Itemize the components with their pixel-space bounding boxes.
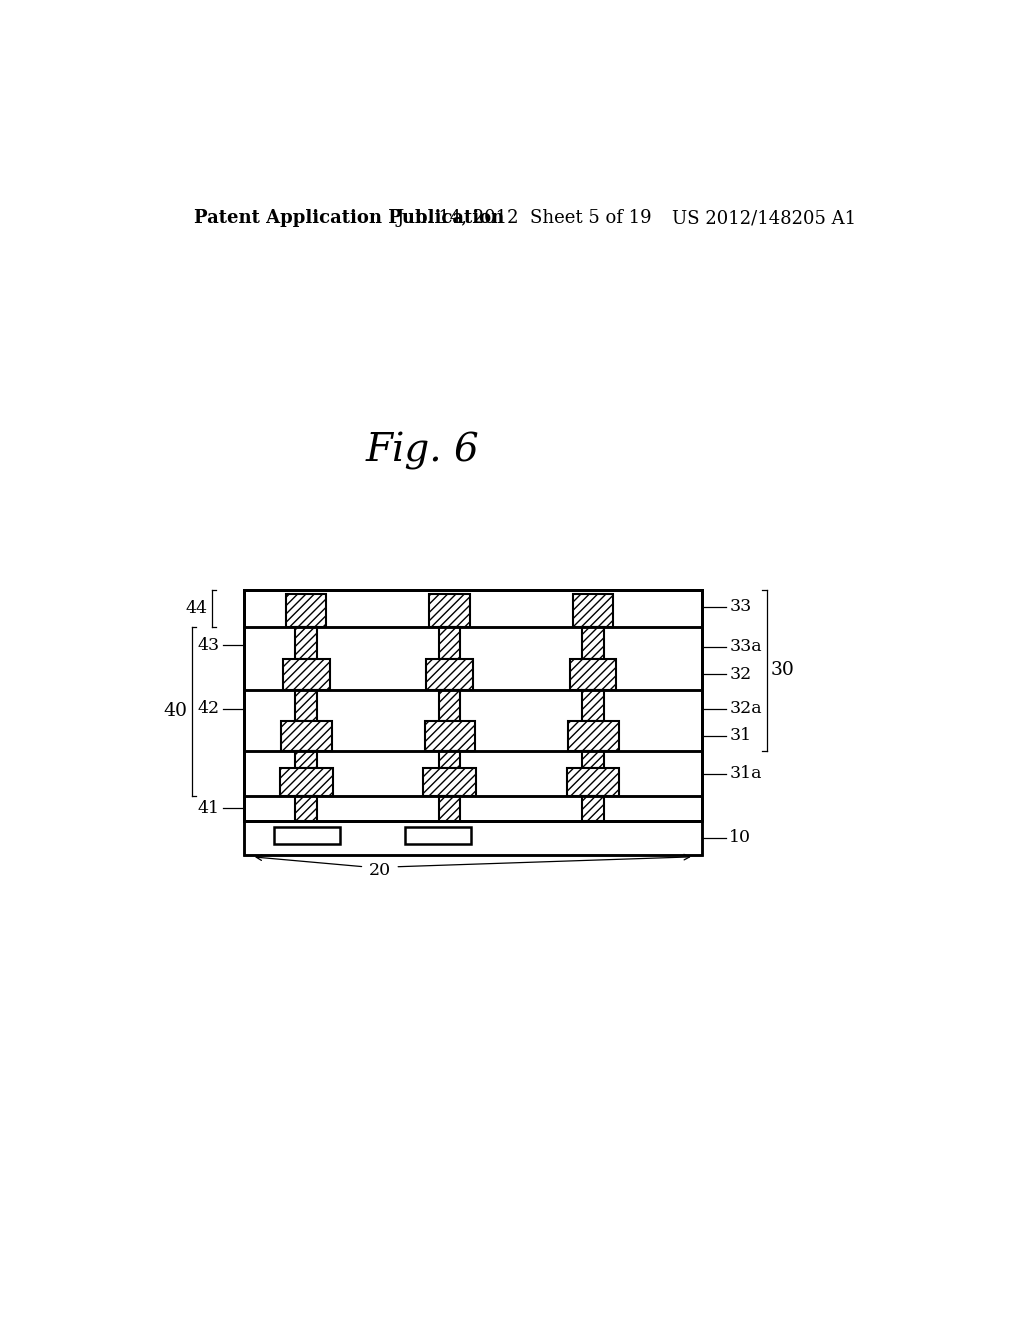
Bar: [425, 721, 475, 751]
Bar: [423, 768, 476, 796]
Text: 10: 10: [729, 829, 752, 846]
Text: 33a: 33a: [729, 638, 762, 655]
Text: Jun. 14, 2012  Sheet 5 of 19: Jun. 14, 2012 Sheet 5 of 19: [397, 210, 652, 227]
Text: 31a: 31a: [729, 766, 762, 783]
Text: Fig. 6: Fig. 6: [366, 432, 479, 470]
Bar: [438, 751, 461, 768]
Bar: [283, 659, 330, 689]
Bar: [295, 751, 317, 768]
Bar: [286, 594, 327, 627]
Text: 40: 40: [164, 702, 187, 721]
Text: 31: 31: [729, 727, 752, 744]
Bar: [438, 689, 461, 721]
Text: 41: 41: [198, 800, 219, 817]
Bar: [245, 821, 701, 855]
Bar: [569, 659, 616, 689]
Bar: [245, 590, 701, 821]
Bar: [438, 627, 461, 659]
Bar: [566, 768, 620, 796]
Bar: [273, 826, 340, 843]
Bar: [280, 768, 333, 796]
Bar: [295, 689, 317, 721]
Text: 32: 32: [729, 665, 752, 682]
Bar: [282, 721, 332, 751]
Bar: [572, 594, 613, 627]
Bar: [583, 796, 604, 821]
Text: Patent Application Publication: Patent Application Publication: [194, 210, 504, 227]
Bar: [583, 751, 604, 768]
Text: 32a: 32a: [729, 701, 762, 718]
Bar: [568, 721, 618, 751]
Bar: [245, 590, 701, 821]
Bar: [429, 594, 470, 627]
Bar: [438, 796, 461, 821]
Bar: [583, 689, 604, 721]
Text: 43: 43: [198, 636, 219, 653]
Text: 30: 30: [770, 661, 795, 680]
Bar: [245, 821, 701, 855]
Text: 33: 33: [729, 598, 752, 615]
Bar: [583, 627, 604, 659]
Bar: [295, 796, 317, 821]
Text: US 2012/148205 A1: US 2012/148205 A1: [673, 210, 856, 227]
Text: 44: 44: [185, 599, 208, 616]
Bar: [295, 627, 317, 659]
Text: 42: 42: [198, 701, 219, 718]
Text: 20: 20: [369, 862, 391, 879]
Bar: [426, 659, 473, 689]
Bar: [406, 826, 471, 843]
